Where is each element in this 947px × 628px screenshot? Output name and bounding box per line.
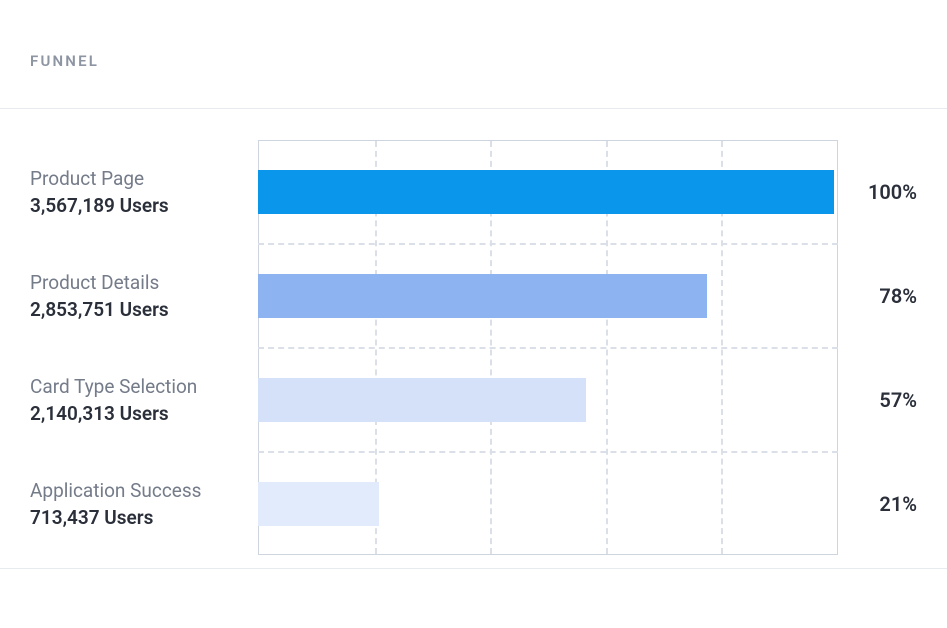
funnel-row: Product Details 2,853,751 Users 78% xyxy=(30,244,917,347)
step-count: 2,853,751 Users xyxy=(30,298,240,321)
funnel-row: Product Page 3,567,189 Users 100% xyxy=(30,140,917,243)
funnel-row: Card Type Selection 2,140,313 Users 57% xyxy=(30,348,917,451)
step-count: 713,437 Users xyxy=(30,506,240,529)
step-count: 3,567,189 Users xyxy=(30,194,240,217)
bar-slot xyxy=(258,274,838,318)
divider-top xyxy=(0,108,947,109)
step-label: Product Page 3,567,189 Users xyxy=(30,167,240,217)
funnel-row: Application Success 713,437 Users 21% xyxy=(30,452,917,555)
bar-slot xyxy=(258,378,838,422)
bar-slot xyxy=(258,482,838,526)
step-name: Card Type Selection xyxy=(30,375,240,398)
step-pct: 57% xyxy=(847,388,917,412)
step-name: Product Details xyxy=(30,271,240,294)
step-label: Application Success 713,437 Users xyxy=(30,479,240,529)
divider-bottom xyxy=(0,568,947,569)
step-label: Card Type Selection 2,140,313 Users xyxy=(30,375,240,425)
step-name: Product Page xyxy=(30,167,240,190)
bar-slot xyxy=(258,170,838,214)
step-name: Application Success xyxy=(30,479,240,502)
step-label: Product Details 2,853,751 Users xyxy=(30,271,240,321)
step-count: 2,140,313 Users xyxy=(30,402,240,425)
bar xyxy=(258,482,379,526)
bar xyxy=(258,170,834,214)
panel-title: FUNNEL xyxy=(30,52,99,70)
bar xyxy=(258,274,707,318)
step-pct: 100% xyxy=(847,180,917,204)
step-pct: 78% xyxy=(847,284,917,308)
step-pct: 21% xyxy=(847,492,917,516)
funnel-panel: FUNNEL Product Page 3,567,189 Users 100%… xyxy=(0,0,947,628)
bar xyxy=(258,378,586,422)
